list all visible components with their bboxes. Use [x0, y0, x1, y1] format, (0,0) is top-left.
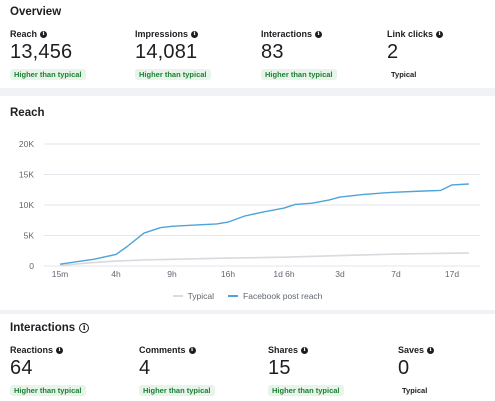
interactions-card: Interactions i Reactions i 64 Higher tha…: [0, 314, 495, 401]
metric-comments: Comments i 4 Higher than typical: [139, 345, 261, 398]
x-tick-label: 15m: [52, 269, 69, 279]
legend-item-post-reach[interactable]: Facebook post reach: [228, 291, 322, 301]
series-line-facebook-post-reach[interactable]: [59, 183, 469, 265]
info-icon[interactable]: i: [436, 30, 444, 38]
status-badge: Higher than typical: [10, 69, 86, 80]
metric-label: Impressions: [135, 29, 189, 39]
y-tick-label: 10K: [19, 200, 34, 210]
interactions-title: Interactions: [10, 322, 76, 334]
metric-value: 64: [10, 357, 33, 379]
reach-title: Reach: [10, 107, 45, 119]
reach-card: Reach 0 5K 10K 15K 20K 15m 4h 9h 16h 1d 6h 3d 7d 17…: [0, 96, 495, 310]
y-tick-label: 15K: [19, 170, 34, 180]
chart-grid: [44, 143, 480, 267]
metric-label: Reactions: [10, 345, 54, 355]
x-tick-label: 1d 6h: [273, 269, 295, 279]
info-icon[interactable]: i: [56, 346, 64, 354]
metric-reactions: Reactions i 64 Higher than typical: [10, 345, 132, 398]
status-badge: Higher than typical: [135, 69, 211, 80]
metric-label: Comments: [139, 345, 186, 355]
x-axis-ticks: 15m 4h 9h 16h 1d 6h 3d 7d 17d: [52, 269, 460, 279]
info-icon[interactable]: i: [191, 30, 199, 38]
info-icon[interactable]: i: [301, 346, 309, 354]
metric-label: Saves: [398, 345, 425, 355]
y-tick-label: 5K: [24, 231, 35, 241]
metric-value: 14,081: [135, 41, 198, 63]
x-tick-label: 3d: [335, 269, 345, 279]
metric-reach: Reach i 13,456 Higher than typical: [10, 29, 132, 82]
legend-label: Facebook post reach: [243, 291, 323, 301]
x-tick-label: 16h: [221, 269, 235, 279]
status-badge: Typical: [391, 70, 417, 79]
status-badge: Higher than typical: [10, 385, 86, 396]
metric-label: Shares: [268, 345, 299, 355]
metric-value: 4: [139, 357, 151, 379]
metric-label: Link clicks: [387, 29, 434, 39]
status-badge: Higher than typical: [139, 385, 215, 396]
overview-card: Overview Reach i 13,456 Higher than typi…: [0, 0, 495, 88]
metric-label: Reach: [10, 29, 38, 39]
metric-impressions: Impressions i 14,081 Higher than typical: [135, 29, 257, 82]
y-tick-label: 0: [29, 261, 34, 271]
y-tick-label: 20K: [19, 139, 34, 149]
metric-saves: Saves i 0 Typical: [398, 345, 495, 398]
metric-value: 0: [398, 357, 410, 379]
reach-chart: 0 5K 10K 15K 20K 15m 4h 9h 16h 1d 6h 3d 7d 17d: [19, 139, 480, 279]
info-outline-icon[interactable]: i: [79, 323, 90, 333]
metric-value: 83: [261, 41, 284, 63]
chart-legend: Typical Facebook post reach: [0, 291, 495, 301]
status-badge: Higher than typical: [268, 385, 344, 396]
metric-label: Interactions: [261, 29, 313, 39]
info-icon[interactable]: i: [315, 30, 323, 38]
x-tick-label: 17d: [445, 269, 459, 279]
metric-value: 13,456: [10, 41, 73, 63]
series-line-typical[interactable]: [59, 252, 469, 267]
x-tick-label: 9h: [167, 269, 177, 279]
legend-label: Typical: [187, 291, 215, 301]
legend-swatch: [228, 295, 239, 297]
info-icon[interactable]: i: [188, 346, 196, 354]
legend-item-typical[interactable]: Typical: [172, 291, 215, 301]
y-axis-ticks: 0 5K 10K 15K 20K: [19, 139, 34, 271]
status-badge: Higher than typical: [261, 69, 337, 80]
info-icon[interactable]: i: [427, 346, 435, 354]
overview-title: Overview: [10, 6, 62, 18]
metric-interactions: Interactions i 83 Higher than typical: [261, 29, 383, 82]
x-tick-label: 7d: [391, 269, 401, 279]
interactions-header: Interactions i: [10, 322, 90, 334]
info-icon[interactable]: i: [40, 30, 48, 38]
legend-swatch: [172, 295, 183, 297]
chart-series: [59, 183, 469, 267]
metric-value: 15: [268, 357, 291, 379]
metric-value: 2: [387, 41, 399, 63]
metric-shares: Shares i 15 Higher than typical: [268, 345, 390, 398]
metric-link-clicks: Link clicks i 2 Typical: [387, 29, 495, 82]
x-tick-label: 4h: [111, 269, 121, 279]
status-badge: Typical: [402, 386, 428, 395]
